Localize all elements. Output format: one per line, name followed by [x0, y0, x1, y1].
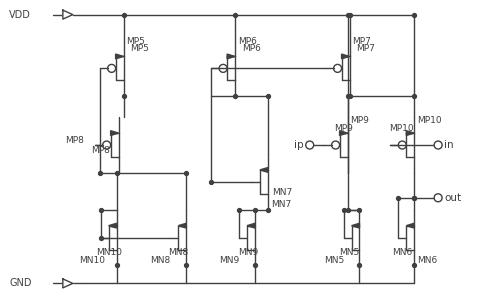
Circle shape [434, 194, 442, 202]
Polygon shape [406, 131, 414, 136]
Text: MN8: MN8 [168, 247, 189, 257]
Text: VDD: VDD [9, 10, 31, 20]
Text: MN9: MN9 [238, 247, 258, 257]
Circle shape [306, 141, 314, 149]
Text: MN7: MN7 [272, 188, 292, 197]
Text: MN7: MN7 [271, 200, 291, 209]
Text: MP6: MP6 [238, 37, 257, 47]
Text: MN6: MN6 [417, 256, 437, 264]
Text: in: in [444, 140, 454, 150]
Text: MN6: MN6 [392, 247, 413, 257]
Polygon shape [247, 223, 255, 228]
Polygon shape [340, 131, 348, 136]
Polygon shape [115, 54, 124, 59]
Polygon shape [63, 279, 73, 288]
Polygon shape [227, 54, 235, 59]
Text: MP5: MP5 [131, 44, 149, 54]
Polygon shape [108, 223, 117, 228]
Text: MN10: MN10 [96, 247, 122, 257]
Text: MP6: MP6 [242, 44, 261, 54]
Polygon shape [260, 168, 268, 172]
Text: MP10: MP10 [417, 116, 442, 125]
Polygon shape [63, 10, 73, 19]
Text: MP8: MP8 [91, 146, 109, 155]
Text: MN8: MN8 [150, 256, 171, 264]
Polygon shape [342, 54, 350, 59]
Text: ip: ip [294, 140, 304, 150]
Text: MP8: MP8 [65, 136, 84, 145]
Text: out: out [444, 193, 461, 203]
Polygon shape [110, 131, 119, 136]
Text: MP5: MP5 [127, 37, 145, 47]
Text: MP7: MP7 [356, 44, 375, 54]
Polygon shape [406, 223, 414, 228]
Text: MP9: MP9 [351, 116, 369, 125]
Text: MN5: MN5 [323, 256, 344, 264]
Text: MP10: MP10 [389, 124, 414, 133]
Polygon shape [352, 223, 359, 228]
Circle shape [434, 141, 442, 149]
Text: MN10: MN10 [79, 256, 105, 264]
Text: MP7: MP7 [352, 37, 371, 47]
Text: GND: GND [9, 278, 32, 288]
Text: MN5: MN5 [340, 247, 360, 257]
Polygon shape [178, 223, 186, 228]
Text: MP9: MP9 [335, 124, 353, 133]
Text: MN9: MN9 [219, 256, 240, 264]
